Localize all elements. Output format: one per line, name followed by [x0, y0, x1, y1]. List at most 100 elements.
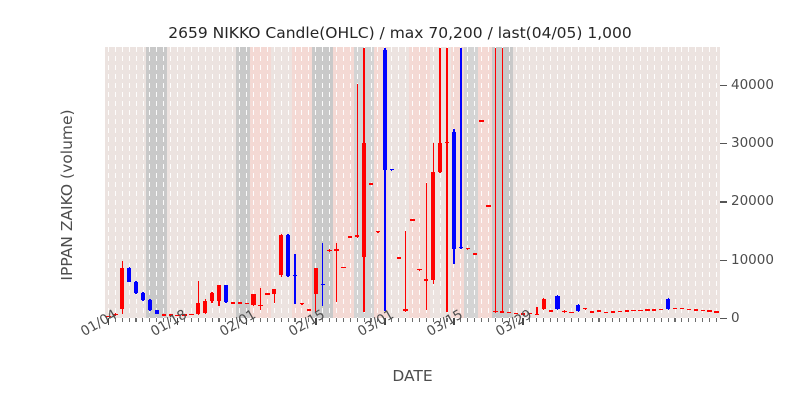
candle-body-flat [237, 302, 242, 304]
gridline [225, 47, 227, 318]
gridline [294, 47, 296, 318]
gridline [156, 47, 158, 318]
candle-body-flat [368, 183, 374, 185]
x-axis-minor-tick [446, 318, 448, 322]
gridline [183, 47, 185, 318]
x-axis-minor-tick [398, 318, 400, 322]
candle-body-flat [583, 307, 588, 310]
gridline [640, 47, 642, 318]
candle-wick [294, 253, 296, 304]
candle-body [140, 292, 146, 300]
candle-body-flat [182, 314, 187, 316]
y-axis-tick [720, 143, 727, 145]
y-axis-tick-label: 0 [731, 310, 740, 326]
x-axis-minor-tick [577, 318, 579, 322]
candle-body-flat [444, 141, 450, 144]
candle-body-flat [258, 304, 263, 307]
x-axis-minor-tick [501, 318, 503, 322]
gridline [177, 47, 179, 318]
x-axis-minor-tick [467, 318, 469, 322]
candle-body-flat [638, 309, 643, 312]
candle-wick [425, 182, 427, 311]
x-axis-minor-tick [170, 318, 172, 322]
x-axis-major-tick [453, 318, 455, 325]
gridline [377, 47, 379, 318]
candle-body-flat [265, 293, 270, 295]
gridline [653, 47, 655, 318]
candle-body [279, 235, 284, 276]
x-axis-minor-tick [391, 318, 393, 322]
gridline [709, 47, 711, 318]
x-axis-minor-tick [439, 318, 441, 322]
gridline [584, 47, 586, 318]
candle-body-flat [375, 231, 381, 233]
candle-body-flat [548, 310, 553, 312]
x-axis-minor-tick [190, 318, 192, 322]
candle-wick [335, 242, 338, 302]
x-axis-minor-tick [232, 318, 234, 322]
candle-body [285, 235, 291, 277]
candle-body-flat [693, 309, 698, 311]
x-axis-minor-tick [432, 318, 434, 322]
gridline [716, 47, 718, 318]
gridline [218, 47, 220, 318]
candle-body-flat [396, 257, 401, 259]
gridline [439, 47, 441, 318]
gridline [508, 47, 510, 318]
y-axis-tick-label: 10000 [731, 251, 774, 268]
x-axis-minor-tick [591, 318, 593, 322]
x-axis-minor-tick [114, 318, 116, 322]
x-axis-title: DATE [392, 367, 433, 385]
gridline [128, 47, 130, 318]
candle-body-flat [341, 266, 346, 268]
candle-wick [322, 242, 324, 307]
candle-body [361, 142, 367, 257]
gridline [564, 47, 566, 318]
gridline [149, 47, 151, 318]
x-axis-minor-tick [370, 318, 372, 322]
candle-body-flat [113, 314, 118, 316]
candle-body-flat [320, 283, 325, 286]
candle-body-flat [189, 313, 194, 316]
candle-body [120, 267, 125, 310]
gridline [114, 47, 116, 318]
gridline [481, 47, 483, 318]
x-axis-minor-tick [252, 318, 255, 322]
x-axis-minor-tick [543, 318, 545, 322]
candle-body [451, 132, 457, 250]
candle-body-flat [603, 312, 609, 314]
background-band [512, 47, 720, 318]
gridline [529, 47, 531, 318]
candle-body-flat [389, 168, 394, 171]
candle-body-flat [458, 247, 463, 249]
gridline [253, 47, 255, 318]
plot-area [105, 47, 720, 318]
x-axis-minor-tick [121, 318, 123, 322]
candle-body [147, 299, 153, 311]
candle-body-flat [244, 302, 249, 305]
candle-body-flat [679, 307, 685, 310]
x-axis-ticks [105, 318, 720, 328]
x-axis-major-tick [384, 318, 386, 325]
candle-body-flat [472, 253, 477, 255]
candle-body-flat [631, 309, 636, 312]
gridline [626, 47, 628, 318]
gridline [667, 47, 669, 318]
gridline [612, 47, 614, 318]
x-axis-major-tick [522, 318, 524, 325]
x-axis-minor-tick [225, 318, 227, 322]
x-axis-minor-tick [273, 318, 275, 322]
x-axis-minor-tick [474, 318, 476, 322]
x-axis-minor-tick [363, 318, 365, 322]
candle-body-flat [596, 310, 602, 312]
candle-body-flat [334, 249, 339, 251]
gridline [688, 47, 690, 318]
gridline [370, 47, 372, 318]
candle-body-flat [500, 311, 505, 313]
x-axis-minor-tick [418, 318, 420, 322]
x-axis-minor-tick [349, 318, 351, 322]
gridline [239, 47, 241, 318]
gridline [246, 47, 248, 318]
gridline [142, 47, 144, 318]
